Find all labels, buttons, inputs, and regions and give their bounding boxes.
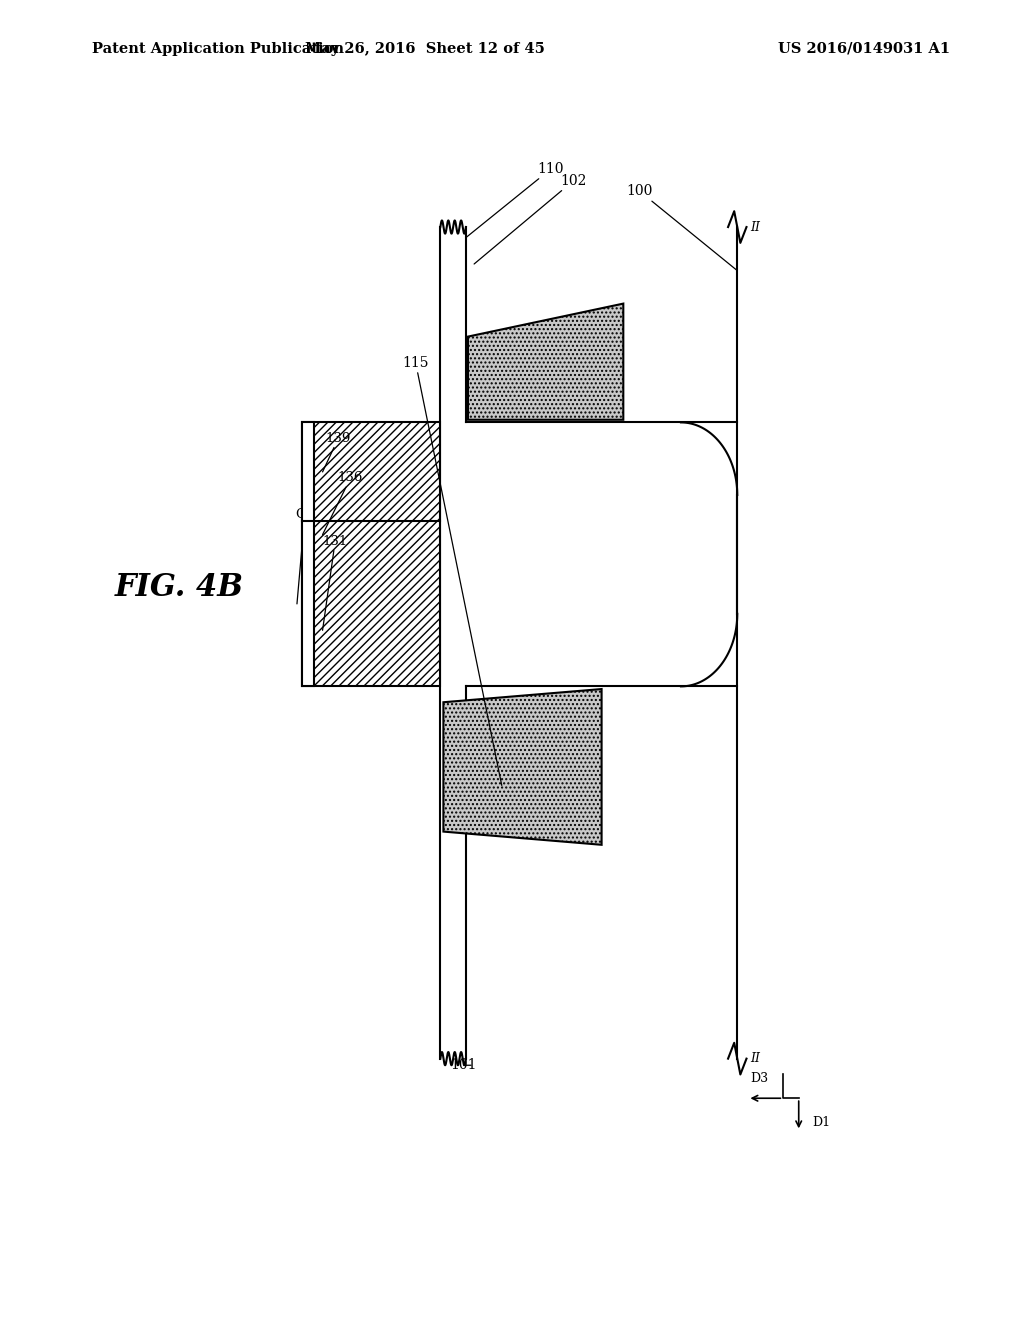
Text: II: II bbox=[751, 220, 761, 234]
Polygon shape bbox=[468, 304, 624, 420]
Bar bbox=[302, 422, 314, 686]
Text: 136: 136 bbox=[323, 471, 364, 535]
Text: FIG. 4B: FIG. 4B bbox=[115, 572, 244, 603]
Text: 115: 115 bbox=[402, 356, 502, 785]
Bar bbox=[302, 422, 440, 686]
Text: 131: 131 bbox=[323, 535, 348, 631]
Text: Patent Application Publication: Patent Application Publication bbox=[92, 42, 344, 55]
Text: II: II bbox=[751, 1052, 761, 1065]
Polygon shape bbox=[443, 689, 602, 845]
Text: GS: GS bbox=[295, 508, 314, 605]
Text: 101: 101 bbox=[451, 1059, 477, 1072]
Text: D1: D1 bbox=[812, 1115, 830, 1129]
Text: May 26, 2016  Sheet 12 of 45: May 26, 2016 Sheet 12 of 45 bbox=[305, 42, 545, 55]
Text: 139: 139 bbox=[323, 432, 351, 471]
Text: US 2016/0149031 A1: US 2016/0149031 A1 bbox=[778, 42, 950, 55]
Text: 100: 100 bbox=[627, 185, 737, 271]
Text: 102: 102 bbox=[474, 174, 587, 264]
Text: D3: D3 bbox=[751, 1072, 769, 1085]
Text: 110: 110 bbox=[466, 162, 564, 238]
